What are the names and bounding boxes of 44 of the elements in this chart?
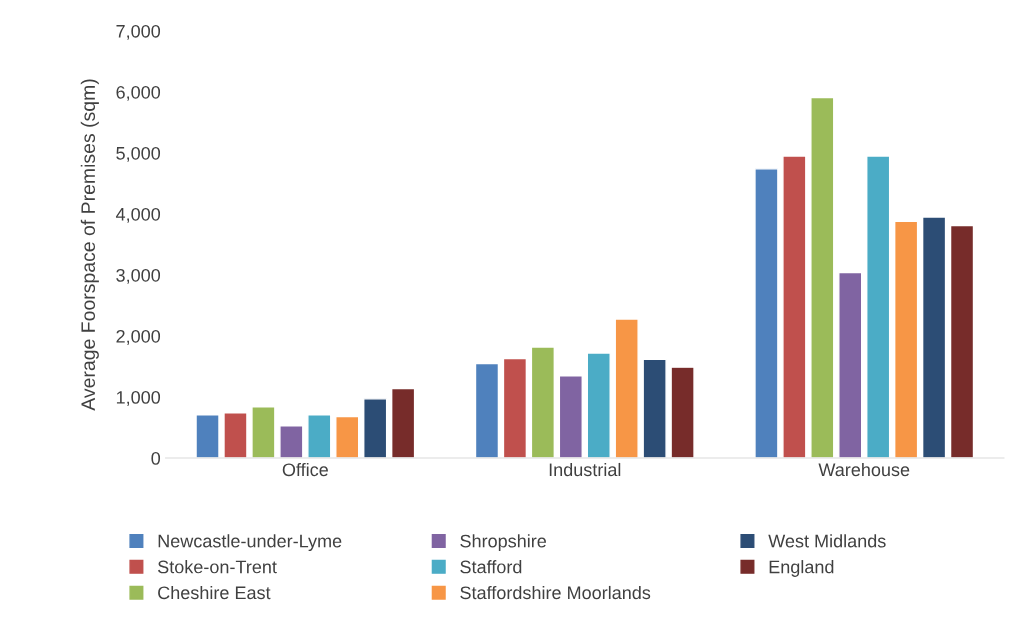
bar	[502, 357, 528, 459]
bar	[586, 352, 611, 459]
bar	[866, 155, 891, 459]
bar	[558, 374, 583, 459]
x-tick-label: Warehouse	[818, 462, 910, 477]
y-tick-label: 6,000	[116, 85, 161, 101]
legend-label: Staffordshire Moorlands	[460, 585, 651, 600]
bar	[810, 96, 835, 459]
y-tick-label: 4,000	[115, 207, 161, 223]
y-tick-label: 1,000	[116, 390, 161, 406]
legend-label: Stafford	[460, 560, 522, 574]
legend-label: Cheshire East	[158, 585, 271, 600]
bar	[893, 220, 919, 459]
y-tick-label: 0	[151, 451, 161, 465]
bar	[223, 412, 248, 459]
bar	[614, 318, 639, 459]
bar	[363, 398, 388, 459]
y-tick-label: 5,000	[116, 146, 161, 162]
y-tick-label: 7,000	[116, 24, 161, 40]
bar	[390, 387, 416, 459]
legend-label: England	[769, 560, 834, 577]
x-tick-label: Industrial	[549, 462, 621, 477]
bar	[251, 406, 276, 459]
bar	[474, 362, 500, 459]
bar	[670, 366, 695, 459]
legend-label: Stoke-on-Trent	[158, 560, 277, 574]
legend-label: West Midlands	[768, 534, 886, 548]
bar	[642, 358, 667, 459]
y-tick-label: 3,000	[116, 268, 161, 284]
x-tick-label: Office	[282, 462, 328, 477]
y-axis-title: Average Foorspace of Premises (sqm)	[80, 79, 99, 411]
bar	[838, 271, 863, 459]
bar	[754, 168, 779, 459]
bar	[949, 224, 975, 459]
bar	[530, 346, 556, 459]
bar	[307, 414, 332, 459]
bar	[279, 425, 304, 459]
y-tick-label: 2,000	[116, 329, 161, 345]
legend-label: Newcastle-under-Lyme	[158, 534, 342, 552]
bar	[782, 155, 807, 459]
legend-label: Shropshire	[460, 534, 547, 552]
bar	[921, 216, 947, 459]
bar	[335, 415, 360, 459]
bar	[195, 414, 220, 459]
